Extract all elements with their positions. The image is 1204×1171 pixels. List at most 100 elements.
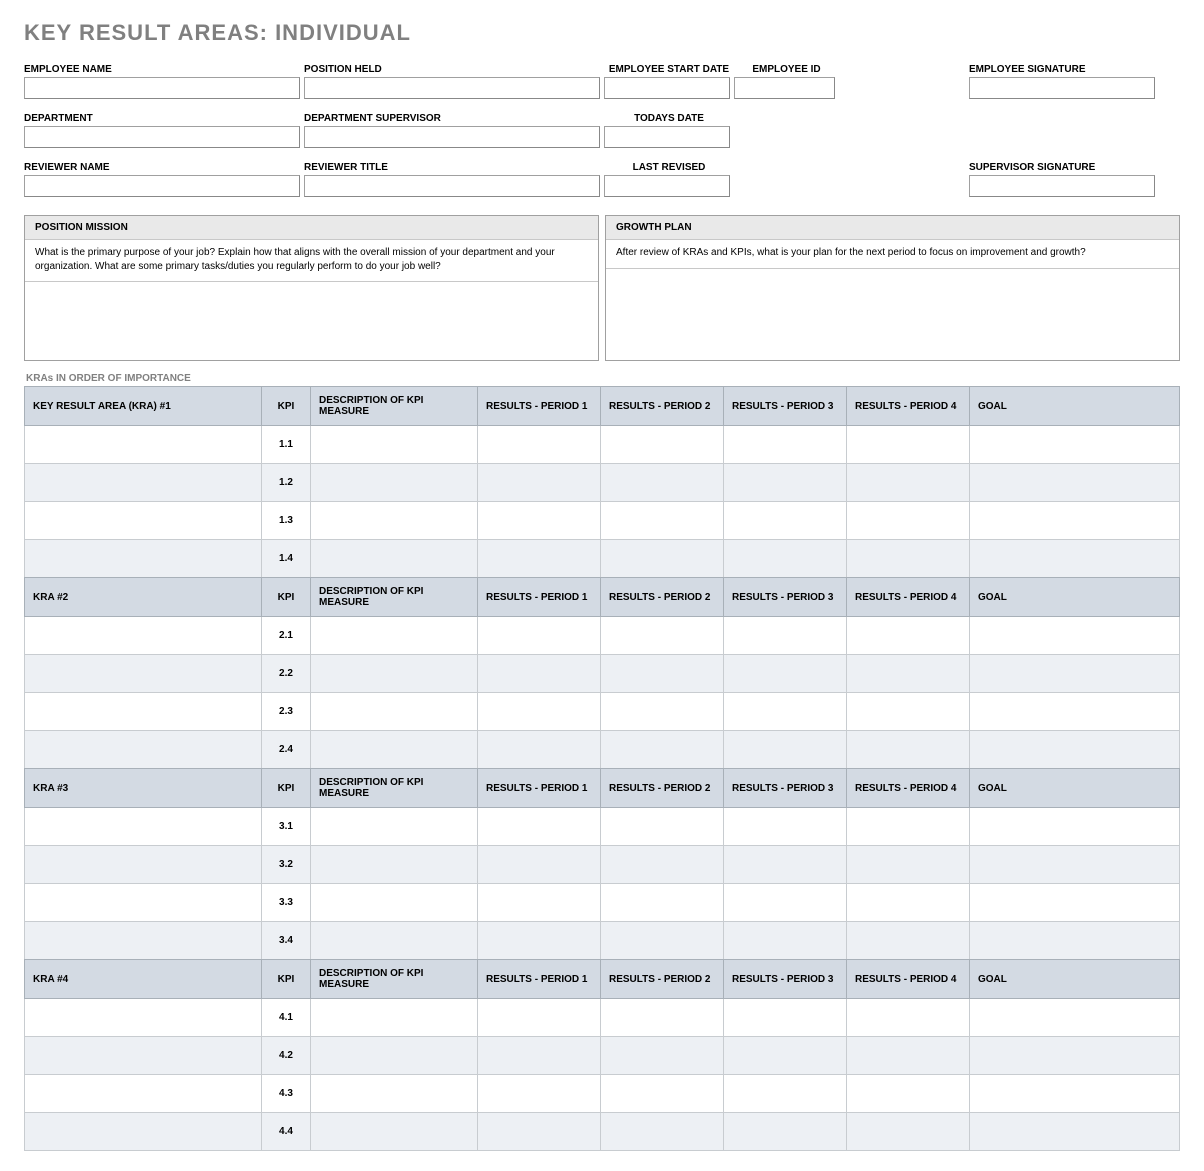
kra-cell[interactable] xyxy=(724,1113,847,1151)
kra-cell[interactable] xyxy=(724,464,847,502)
kra-cell[interactable] xyxy=(724,502,847,540)
kra-cell[interactable] xyxy=(970,617,1180,655)
kpi-number[interactable]: 1.3 xyxy=(262,502,311,540)
kra-cell[interactable] xyxy=(311,884,478,922)
kra-cell[interactable] xyxy=(970,1075,1180,1113)
kra-cell[interactable] xyxy=(970,846,1180,884)
kra-cell[interactable] xyxy=(311,922,478,960)
kpi-number[interactable]: 1.4 xyxy=(262,540,311,578)
kra-cell[interactable] xyxy=(25,1113,262,1151)
kra-cell[interactable] xyxy=(601,617,724,655)
kra-cell[interactable] xyxy=(311,999,478,1037)
kra-cell[interactable] xyxy=(311,693,478,731)
kra-cell[interactable] xyxy=(601,808,724,846)
kra-cell[interactable] xyxy=(847,464,970,502)
kra-cell[interactable] xyxy=(478,731,601,769)
kra-cell[interactable] xyxy=(311,655,478,693)
kra-cell[interactable] xyxy=(724,426,847,464)
kra-cell[interactable] xyxy=(847,655,970,693)
kra-cell[interactable] xyxy=(478,693,601,731)
kra-cell[interactable] xyxy=(25,540,262,578)
kra-cell[interactable] xyxy=(724,1075,847,1113)
kra-cell[interactable] xyxy=(847,693,970,731)
kra-cell[interactable] xyxy=(724,808,847,846)
kra-cell[interactable] xyxy=(311,502,478,540)
input-supervisor-signature[interactable] xyxy=(969,175,1155,197)
position-mission-body[interactable] xyxy=(25,282,598,360)
kra-cell[interactable] xyxy=(478,1113,601,1151)
kra-cell[interactable] xyxy=(478,617,601,655)
kpi-number[interactable]: 2.3 xyxy=(262,693,311,731)
kra-cell[interactable] xyxy=(601,426,724,464)
kra-cell[interactable] xyxy=(970,808,1180,846)
kra-cell[interactable] xyxy=(478,540,601,578)
kpi-number[interactable]: 3.3 xyxy=(262,884,311,922)
kra-cell[interactable] xyxy=(601,502,724,540)
input-employee-signature[interactable] xyxy=(969,77,1155,99)
kra-cell[interactable] xyxy=(25,922,262,960)
input-last-revised[interactable] xyxy=(604,175,730,197)
kra-cell[interactable] xyxy=(478,464,601,502)
kra-cell[interactable] xyxy=(970,426,1180,464)
kra-cell[interactable] xyxy=(847,1037,970,1075)
kra-cell[interactable] xyxy=(601,540,724,578)
input-todays-date[interactable] xyxy=(604,126,730,148)
kpi-number[interactable]: 2.1 xyxy=(262,617,311,655)
kra-cell[interactable] xyxy=(311,464,478,502)
kra-cell[interactable] xyxy=(847,731,970,769)
kra-cell[interactable] xyxy=(311,617,478,655)
kra-cell[interactable] xyxy=(724,693,847,731)
kra-cell[interactable] xyxy=(724,922,847,960)
kra-cell[interactable] xyxy=(724,846,847,884)
kra-cell[interactable] xyxy=(970,540,1180,578)
kra-cell[interactable] xyxy=(970,884,1180,922)
kra-cell[interactable] xyxy=(478,1075,601,1113)
kra-cell[interactable] xyxy=(25,1037,262,1075)
kra-cell[interactable] xyxy=(478,426,601,464)
kra-cell[interactable] xyxy=(25,884,262,922)
kra-cell[interactable] xyxy=(478,922,601,960)
kpi-number[interactable]: 3.1 xyxy=(262,808,311,846)
kra-cell[interactable] xyxy=(478,808,601,846)
kra-cell[interactable] xyxy=(601,846,724,884)
kra-cell[interactable] xyxy=(311,1075,478,1113)
kra-cell[interactable] xyxy=(601,464,724,502)
kra-cell[interactable] xyxy=(847,426,970,464)
kra-cell[interactable] xyxy=(847,999,970,1037)
kra-cell[interactable] xyxy=(847,1113,970,1151)
kra-cell[interactable] xyxy=(311,1113,478,1151)
kra-cell[interactable] xyxy=(847,540,970,578)
kra-cell[interactable] xyxy=(311,1037,478,1075)
kpi-number[interactable]: 4.3 xyxy=(262,1075,311,1113)
kra-cell[interactable] xyxy=(478,884,601,922)
kra-cell[interactable] xyxy=(847,922,970,960)
input-department[interactable] xyxy=(24,126,300,148)
kra-cell[interactable] xyxy=(25,999,262,1037)
kra-cell[interactable] xyxy=(601,1075,724,1113)
kra-cell[interactable] xyxy=(970,1037,1180,1075)
input-employee-id[interactable] xyxy=(734,77,835,99)
kra-cell[interactable] xyxy=(847,846,970,884)
kra-cell[interactable] xyxy=(25,655,262,693)
kpi-number[interactable]: 3.2 xyxy=(262,846,311,884)
input-dept-supervisor[interactable] xyxy=(304,126,600,148)
kpi-number[interactable]: 1.2 xyxy=(262,464,311,502)
kra-cell[interactable] xyxy=(724,731,847,769)
kra-cell[interactable] xyxy=(601,922,724,960)
kra-cell[interactable] xyxy=(970,731,1180,769)
kra-cell[interactable] xyxy=(847,617,970,655)
kra-cell[interactable] xyxy=(25,731,262,769)
growth-plan-body[interactable] xyxy=(606,269,1179,347)
kra-cell[interactable] xyxy=(601,731,724,769)
kra-cell[interactable] xyxy=(25,502,262,540)
kpi-number[interactable]: 4.2 xyxy=(262,1037,311,1075)
kra-cell[interactable] xyxy=(724,617,847,655)
kra-cell[interactable] xyxy=(25,846,262,884)
kra-cell[interactable] xyxy=(311,808,478,846)
kra-cell[interactable] xyxy=(311,731,478,769)
kra-cell[interactable] xyxy=(601,1037,724,1075)
kra-cell[interactable] xyxy=(25,1075,262,1113)
kra-cell[interactable] xyxy=(478,1037,601,1075)
kra-cell[interactable] xyxy=(311,426,478,464)
kra-cell[interactable] xyxy=(601,1113,724,1151)
